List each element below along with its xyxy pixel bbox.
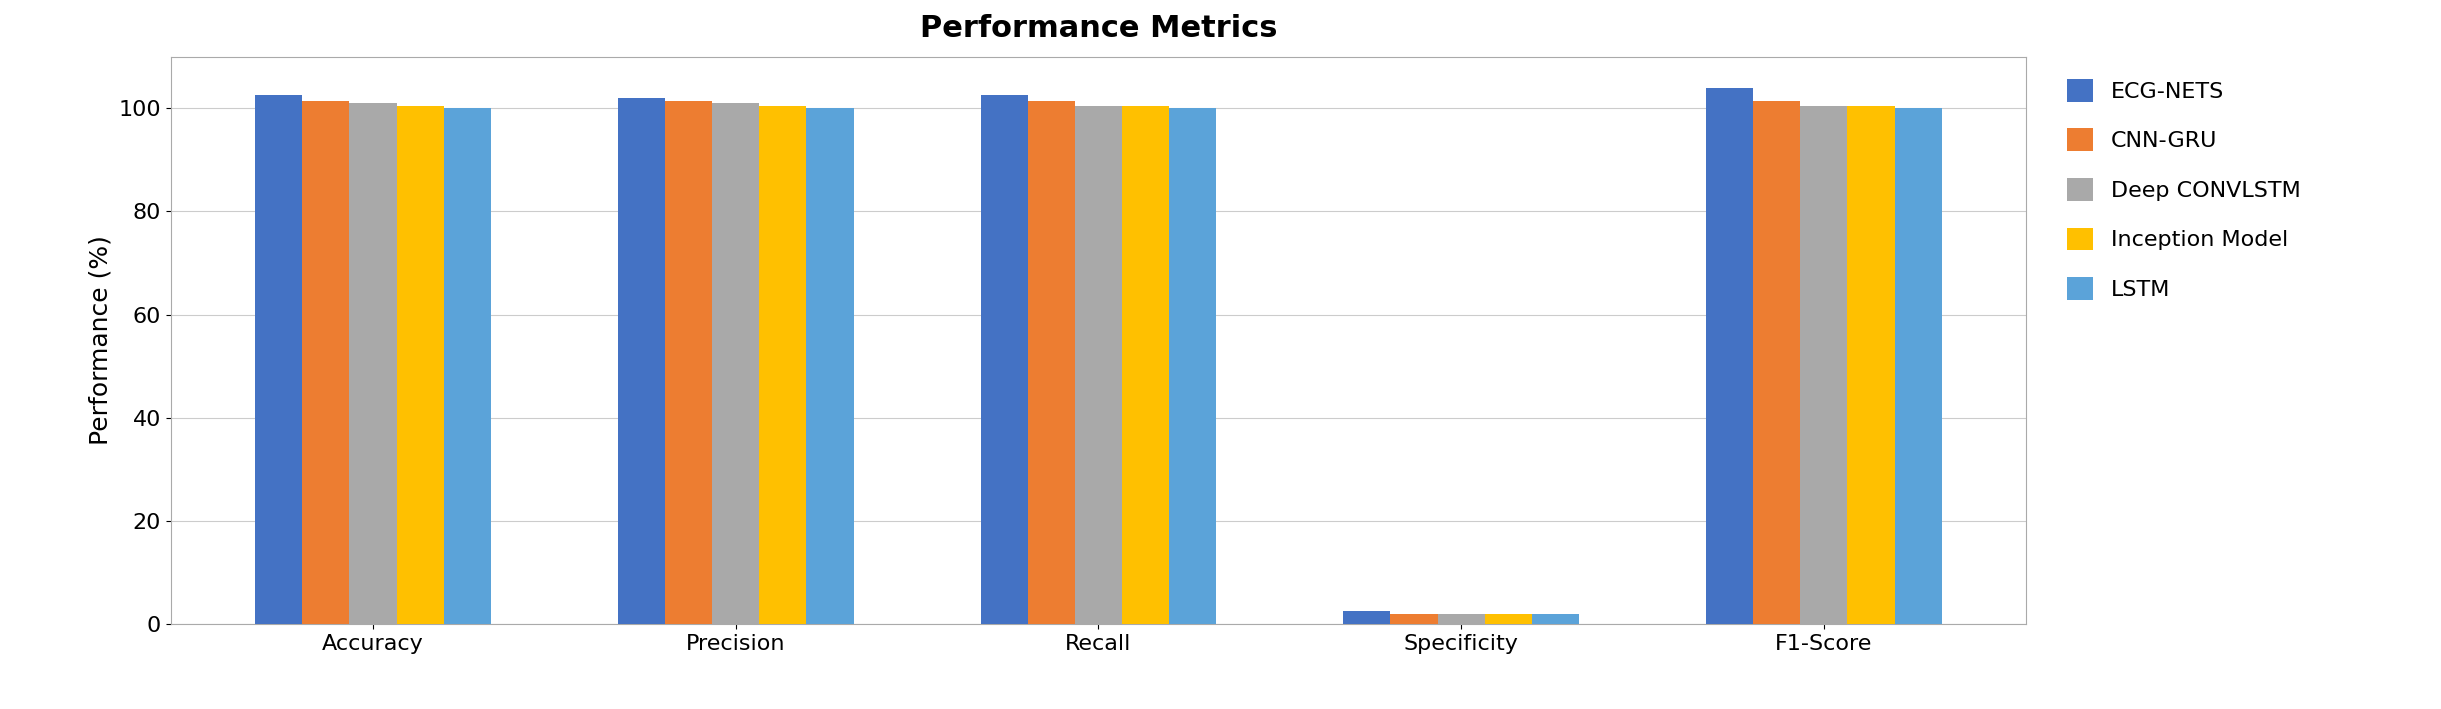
Bar: [444, 108, 491, 624]
Y-axis label: Performance (%): Performance (%): [88, 235, 112, 445]
Bar: [1438, 613, 1484, 624]
Bar: [1706, 88, 1753, 624]
Bar: [1028, 101, 1074, 624]
Bar: [1484, 613, 1533, 624]
Bar: [1074, 106, 1123, 624]
Bar: [303, 101, 349, 624]
Bar: [1169, 108, 1216, 624]
Bar: [1848, 106, 1894, 624]
Legend: ECG-NETS, CNN-GRU, Deep CONVLSTM, Inception Model, LSTM: ECG-NETS, CNN-GRU, Deep CONVLSTM, Incept…: [2055, 68, 2312, 311]
Bar: [759, 106, 806, 624]
Bar: [618, 98, 664, 624]
Bar: [664, 101, 713, 624]
Bar: [395, 106, 444, 624]
Bar: [1801, 106, 1848, 624]
Bar: [713, 103, 759, 624]
Bar: [1391, 613, 1438, 624]
Bar: [1533, 613, 1579, 624]
Title: Performance Metrics: Performance Metrics: [920, 14, 1277, 43]
Bar: [1343, 611, 1391, 624]
Bar: [806, 108, 854, 624]
Bar: [1894, 108, 1941, 624]
Bar: [256, 96, 303, 624]
Bar: [1123, 106, 1169, 624]
Bar: [981, 96, 1028, 624]
Bar: [1753, 101, 1801, 624]
Bar: [349, 103, 395, 624]
